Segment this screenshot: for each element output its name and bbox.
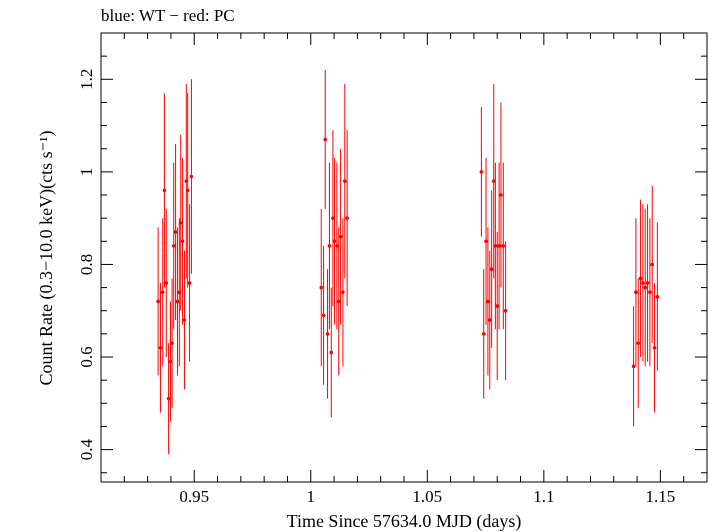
data-point xyxy=(484,239,488,244)
data-point xyxy=(495,304,500,308)
data-point xyxy=(342,179,347,183)
data-point xyxy=(641,281,645,285)
axis-tick-labels: 0.95 1 1.05 1.1 1.15 0.4 0.6 0.8 1 1.2 xyxy=(77,69,675,506)
data-point xyxy=(332,239,337,244)
plot-frame xyxy=(100,32,708,483)
data-point xyxy=(341,290,345,295)
data-point xyxy=(503,308,508,313)
data-point xyxy=(162,188,167,193)
y-tick-label: 0.6 xyxy=(77,346,96,367)
data-point xyxy=(187,281,192,285)
x-tick-label: 0.95 xyxy=(179,487,209,506)
data-point xyxy=(158,345,163,350)
data-point xyxy=(327,244,332,248)
data-point xyxy=(631,364,636,369)
data-point xyxy=(479,170,484,174)
data-point xyxy=(489,267,494,271)
data-point xyxy=(321,313,326,318)
data-point xyxy=(645,281,650,285)
data-point xyxy=(655,295,660,299)
data-point xyxy=(335,244,339,248)
data-point xyxy=(182,318,187,322)
chart-title: blue: WT − red: PC xyxy=(101,6,235,25)
data-point xyxy=(636,341,641,345)
data-point xyxy=(180,239,185,244)
data-point xyxy=(178,220,183,225)
data-point xyxy=(331,216,335,220)
data-point xyxy=(634,290,638,295)
data-point xyxy=(481,332,486,336)
data-point xyxy=(493,244,498,248)
data-point xyxy=(499,193,503,197)
data-point xyxy=(160,290,165,295)
x-tick-label: 1 xyxy=(307,487,316,506)
data-point xyxy=(171,244,176,248)
y-tick-label: 1.2 xyxy=(77,69,96,90)
data-point xyxy=(643,285,648,290)
data-point xyxy=(175,299,180,304)
data-point xyxy=(166,396,171,401)
y-axis-label: Count Rate (0.3−10.0 keV)(cts s⁻¹) xyxy=(36,130,57,385)
data-point xyxy=(329,350,334,355)
data-point xyxy=(487,318,492,322)
data-point xyxy=(345,216,349,220)
y-tick-label: 0.4 xyxy=(77,438,96,460)
data-point xyxy=(486,299,490,304)
axis-ticks xyxy=(100,32,708,482)
data-point xyxy=(652,345,657,350)
data-points xyxy=(156,70,660,455)
data-point xyxy=(185,188,190,193)
data-point xyxy=(168,359,173,364)
x-tick-label: 1.15 xyxy=(646,487,676,506)
data-point xyxy=(170,341,174,345)
data-point xyxy=(491,179,496,183)
data-point xyxy=(323,137,328,142)
data-point xyxy=(650,262,655,267)
data-point xyxy=(338,234,343,239)
y-tick-label: 1 xyxy=(77,168,96,177)
data-point xyxy=(638,276,643,281)
data-point xyxy=(501,244,506,248)
data-point xyxy=(497,244,501,248)
x-axis-label: Time Since 57634.0 MJD (days) xyxy=(287,511,522,532)
x-tick-label: 1.1 xyxy=(533,487,554,506)
data-point xyxy=(189,174,194,179)
x-tick-label: 1.05 xyxy=(412,487,442,506)
data-point xyxy=(336,299,341,304)
data-point xyxy=(648,290,652,295)
data-point xyxy=(325,332,330,336)
data-point xyxy=(173,230,178,234)
data-point xyxy=(156,299,160,304)
y-tick-label: 0.8 xyxy=(77,254,96,275)
data-point xyxy=(319,285,324,290)
data-point xyxy=(164,281,169,285)
